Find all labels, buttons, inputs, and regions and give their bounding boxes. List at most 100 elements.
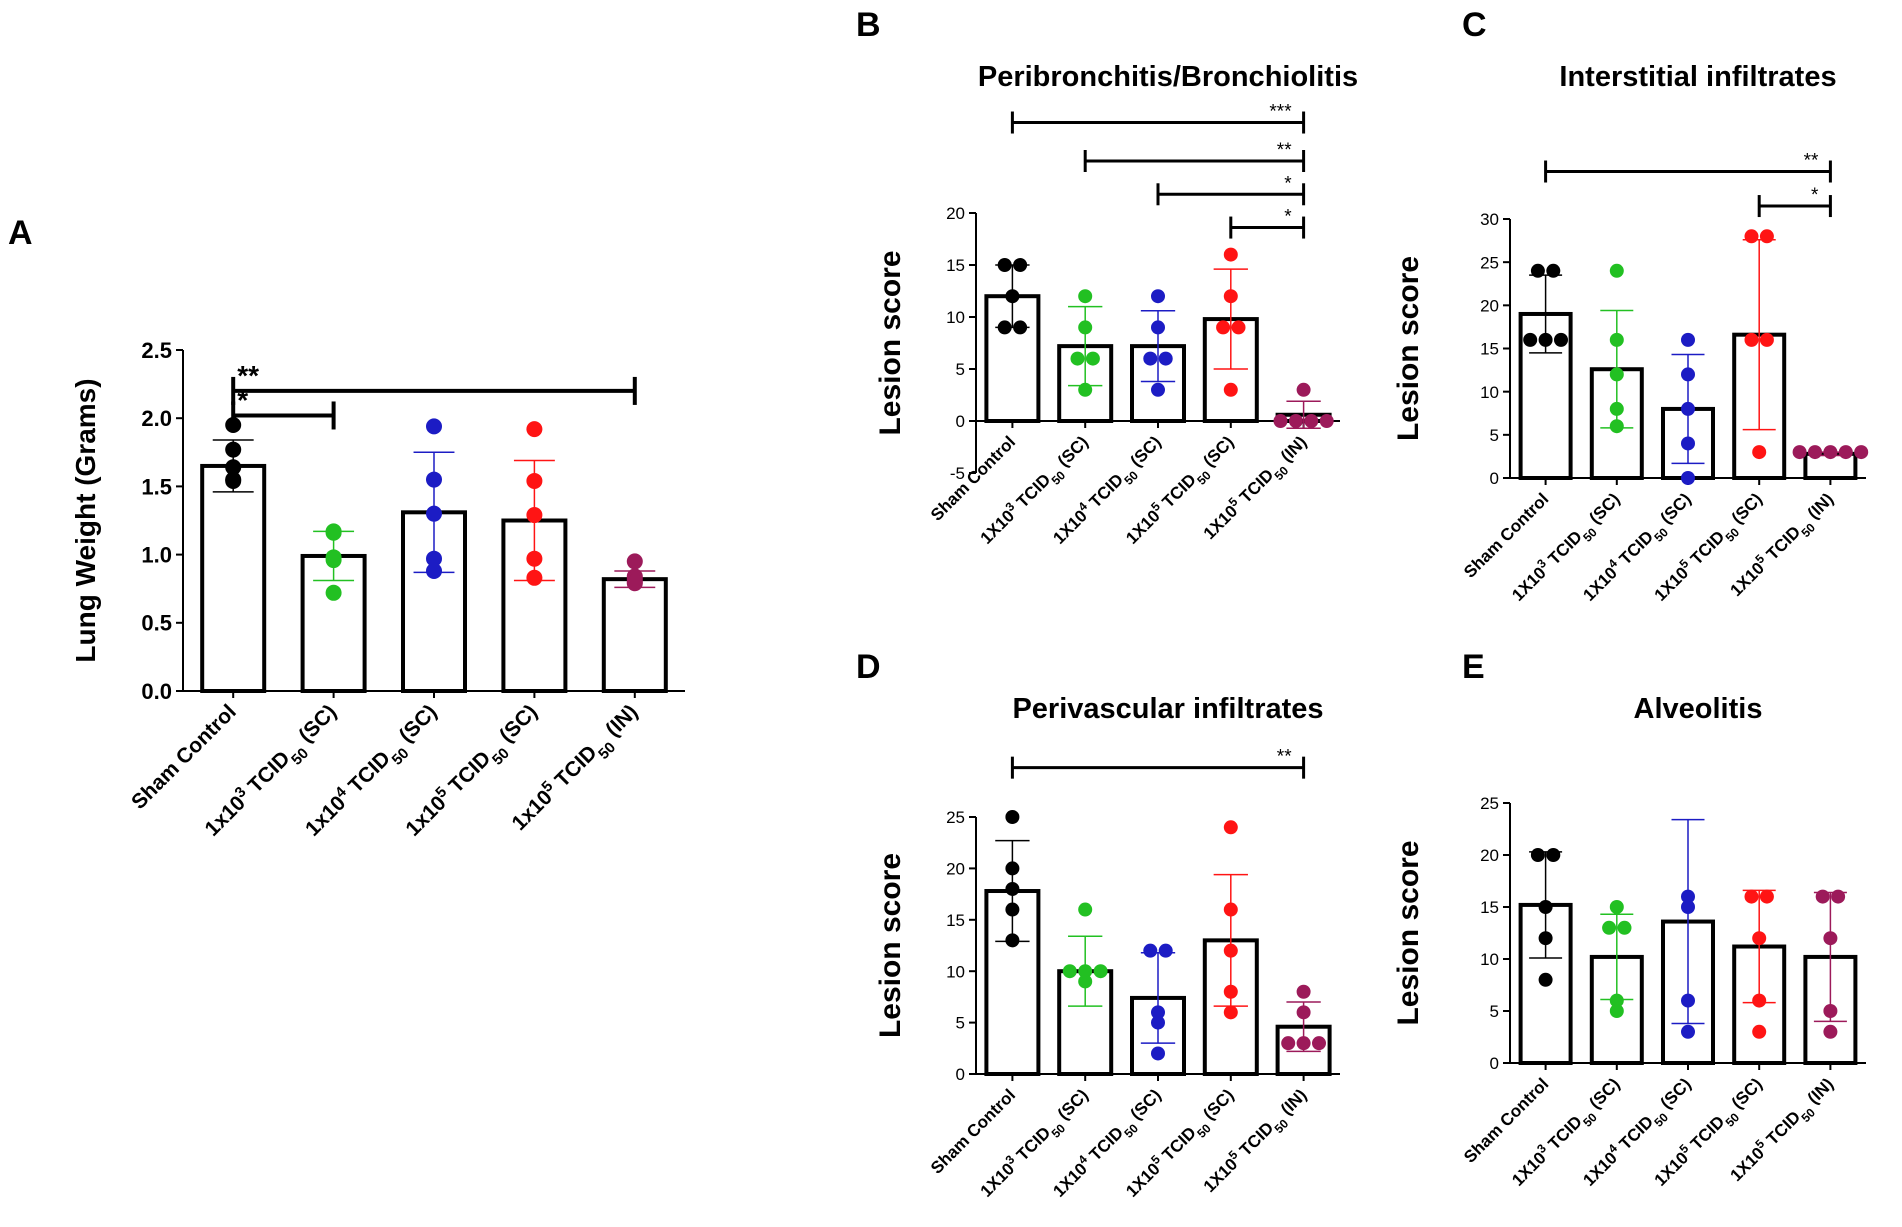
y-tick-label-c: 15 xyxy=(1480,340,1499,359)
data-point-d-3 xyxy=(1143,943,1158,958)
x-tick-label-a: Sham Control xyxy=(127,700,241,814)
data-point-c-4 xyxy=(1744,229,1759,244)
x-tick-label-mid: TCID xyxy=(1759,1107,1804,1152)
data-point-c-4 xyxy=(1744,332,1759,347)
x-tick-label-mid: TCID xyxy=(1612,527,1657,572)
data-point-d-4 xyxy=(1223,1005,1238,1020)
data-point-b-3 xyxy=(1158,351,1173,366)
data-point-a-3 xyxy=(426,418,442,435)
x-tick-label-suffix: (SC) xyxy=(1653,489,1694,530)
data-point-d-5 xyxy=(1296,1005,1311,1020)
chart-title-d: Perivascular infiltrates xyxy=(1012,693,1323,725)
y-tick-label-a: 1.5 xyxy=(141,474,172,499)
data-point-c-5 xyxy=(1823,445,1838,460)
x-tick-label-suffix: (SC) xyxy=(1196,1085,1237,1126)
x-tick-label-mid: TCID xyxy=(1684,1112,1729,1157)
data-point-d-2 xyxy=(1078,902,1093,917)
data-point-e-1 xyxy=(1530,848,1545,862)
data-point-d-5 xyxy=(1296,984,1311,999)
data-point-d-1 xyxy=(1005,933,1020,948)
significance-label-b: * xyxy=(1284,173,1292,194)
x-tick-label-mid: TCID xyxy=(547,741,602,796)
x-tick-label-suffix: (SC) xyxy=(1582,1074,1623,1115)
significance-label-d: ** xyxy=(1277,747,1292,768)
x-tick-label-mid: TCID xyxy=(1541,527,1586,572)
y-tick-label-d: 10 xyxy=(946,962,965,981)
y-tick-label-e: 15 xyxy=(1480,898,1499,917)
bar-a-5 xyxy=(601,577,668,693)
data-point-e-3 xyxy=(1681,889,1695,904)
x-tick-label-suffix: (IN) xyxy=(1274,432,1311,469)
data-point-b-2 xyxy=(1078,320,1093,335)
data-point-e-4 xyxy=(1752,1024,1767,1039)
y-tick-label-c: 30 xyxy=(1480,210,1499,229)
x-tick-label-suffix: (SC) xyxy=(1051,432,1092,473)
x-tick-label-suffix: (SC) xyxy=(1196,432,1237,473)
data-point-a-1 xyxy=(225,472,242,489)
data-point-e-2 xyxy=(1617,920,1632,935)
data-point-b-2 xyxy=(1078,382,1093,397)
data-point-c-5 xyxy=(1792,445,1807,460)
chart-panel-b: Peribronchitis/Bronchiolitis -5 0 5 10 15 20 Le… xyxy=(874,61,1358,548)
data-point-e-1 xyxy=(1538,900,1553,914)
data-point-d-4 xyxy=(1223,984,1238,999)
significance-label-c: ** xyxy=(1804,151,1819,172)
x-tick-label-mid: TCID xyxy=(1010,1123,1055,1168)
data-point-e-2 xyxy=(1609,993,1624,1008)
y-tick-label-d: 20 xyxy=(946,860,965,879)
data-point-b-1 xyxy=(1013,258,1028,272)
data-point-c-1 xyxy=(1554,332,1568,347)
data-point-b-5 xyxy=(1288,414,1303,428)
data-point-d-2 xyxy=(1062,964,1077,979)
x-tick-label-mid: TCID xyxy=(440,747,495,802)
x-tick-label-mid: TCID xyxy=(1233,465,1278,510)
significance-label-b: *** xyxy=(1269,102,1292,123)
data-point-c-5 xyxy=(1838,445,1853,460)
data-point-e-4 xyxy=(1759,889,1774,904)
data-point-c-3 xyxy=(1681,436,1695,451)
data-point-a-5 xyxy=(626,553,643,570)
data-point-a-5 xyxy=(626,575,643,592)
data-point-e-2 xyxy=(1602,920,1617,935)
data-point-c-2 xyxy=(1609,367,1624,382)
panel-letter-c: C xyxy=(1462,6,1487,44)
data-point-a-4 xyxy=(526,550,543,567)
data-point-c-5 xyxy=(1808,445,1822,460)
data-point-e-1 xyxy=(1538,931,1553,946)
data-point-b-4 xyxy=(1231,320,1246,335)
data-point-a-2 xyxy=(325,552,342,569)
data-point-d-1 xyxy=(1005,810,1020,824)
data-point-b-4 xyxy=(1223,382,1238,397)
data-point-a-3 xyxy=(426,505,442,522)
significance-label-a: * xyxy=(237,384,248,415)
y-tick-label-b: 5 xyxy=(956,360,965,379)
data-point-c-4 xyxy=(1759,229,1774,244)
data-point-b-1 xyxy=(1013,320,1028,335)
y-axis-label-d: Lesion score xyxy=(874,853,907,1038)
x-tick-label-mid: TCID xyxy=(1684,527,1729,572)
x-tick-label-suffix: (SC) xyxy=(1725,489,1766,530)
data-point-d-3 xyxy=(1151,1015,1165,1030)
x-tick-label-suffix: (SC) xyxy=(491,700,542,751)
charts-layer: 0.0 0.5 1.0 1.5 2.0 2.5 Lung Weight (Grams) Sha… xyxy=(70,61,1869,1201)
data-point-c-3 xyxy=(1681,332,1695,347)
x-tick-label-mid: TCID xyxy=(240,747,295,802)
y-tick-label-e: 0 xyxy=(1490,1054,1499,1073)
y-tick-label-a: 1.0 xyxy=(141,543,172,568)
y-axis-label-c: Lesion score xyxy=(1392,256,1425,441)
data-point-b-1 xyxy=(997,258,1012,272)
chart-title-c: Interstitial infiltrates xyxy=(1559,61,1836,93)
data-point-a-3 xyxy=(426,562,442,579)
data-point-e-4 xyxy=(1744,889,1759,904)
panel-letter-e: E xyxy=(1462,648,1485,686)
x-tick-label-mid: TCID xyxy=(1155,1123,1200,1168)
data-point-a-2 xyxy=(325,584,342,601)
data-point-d-2 xyxy=(1078,964,1093,979)
data-point-c-4 xyxy=(1752,445,1767,460)
x-tick-label-suffix: (IN) xyxy=(1274,1085,1311,1122)
data-point-e-3 xyxy=(1681,1024,1695,1039)
data-point-b-3 xyxy=(1143,351,1158,366)
y-tick-label-d: 25 xyxy=(946,808,965,827)
data-point-e-2 xyxy=(1609,1004,1624,1018)
data-point-d-1 xyxy=(1005,902,1020,917)
